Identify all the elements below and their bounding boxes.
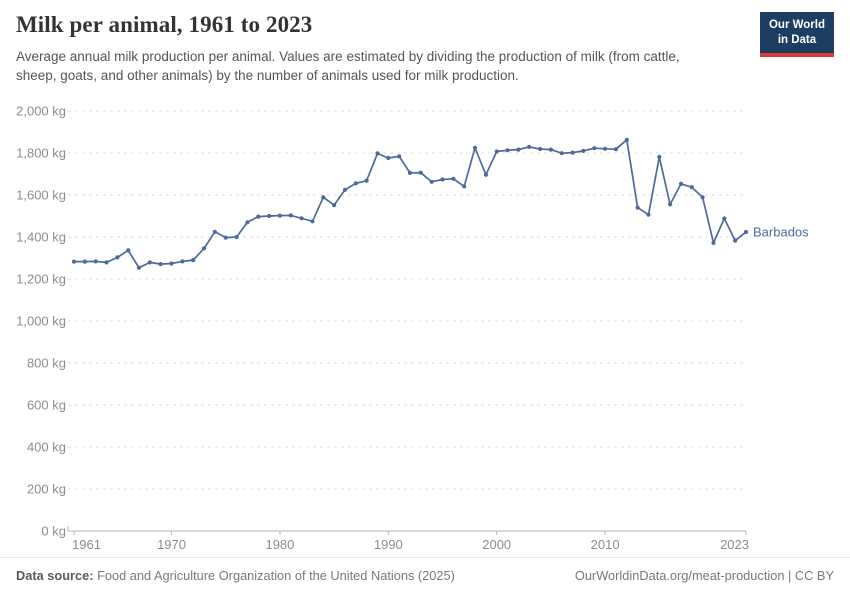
data-point[interactable]	[516, 147, 521, 152]
data-point[interactable]	[115, 255, 120, 260]
y-tick-label: 1,000 kg	[16, 314, 66, 329]
data-point[interactable]	[733, 238, 738, 243]
data-point[interactable]	[462, 184, 467, 189]
data-point[interactable]	[136, 265, 142, 270]
chart-footer: Data source: Food and Agriculture Organi…	[0, 557, 850, 583]
owid-logo[interactable]: Our World in Data	[759, 12, 834, 57]
data-point[interactable]	[277, 213, 282, 218]
x-tick-label: 1990	[374, 537, 403, 552]
data-point[interactable]	[310, 219, 315, 224]
data-point[interactable]	[581, 148, 586, 153]
data-point[interactable]	[613, 147, 619, 152]
y-tick-label: 1,800 kg	[16, 146, 66, 161]
footer-link[interactable]: OurWorldinData.org/meat-production | CC …	[574, 568, 834, 583]
data-point[interactable]	[722, 216, 727, 221]
datasource-text: Food and Agriculture Organization of the…	[93, 568, 455, 583]
data-point[interactable]	[440, 177, 445, 182]
x-tick-label: 2023	[720, 537, 749, 552]
series-end-label[interactable]: Barbados	[753, 224, 809, 239]
data-point[interactable]	[212, 229, 217, 234]
y-tick-label: 1,600 kg	[16, 188, 66, 203]
data-point[interactable]	[592, 146, 597, 151]
y-tick-label: 1,400 kg	[16, 230, 66, 245]
data-point[interactable]	[559, 151, 564, 156]
data-point[interactable]	[93, 259, 98, 264]
data-point[interactable]	[158, 262, 163, 267]
owid-logo-line1: Our World	[768, 19, 825, 31]
data-point[interactable]	[483, 172, 488, 177]
data-point[interactable]	[668, 202, 673, 207]
data-point[interactable]	[451, 176, 456, 181]
data-point[interactable]	[353, 181, 358, 186]
data-point[interactable]	[657, 154, 662, 160]
x-tick-label: 2010	[591, 537, 620, 552]
datasource-label: Data source:	[16, 568, 94, 583]
data-point[interactable]	[407, 170, 413, 175]
chart-header: Milk per animal, 1961 to 2023 Our World …	[16, 12, 834, 85]
data-point[interactable]	[494, 149, 499, 154]
y-tick-label: 0 kg	[41, 524, 66, 539]
data-point[interactable]	[202, 246, 207, 251]
data-point[interactable]	[505, 148, 510, 153]
data-point[interactable]	[743, 229, 749, 235]
data-point[interactable]	[472, 145, 478, 150]
data-point[interactable]	[364, 178, 369, 183]
data-point[interactable]	[147, 260, 152, 265]
data-point[interactable]	[418, 170, 423, 175]
data-point[interactable]	[429, 179, 434, 184]
data-point[interactable]	[646, 212, 651, 217]
data-point[interactable]	[548, 147, 554, 152]
y-tick-label: 600 kg	[27, 398, 66, 413]
data-point[interactable]	[603, 146, 608, 151]
data-point[interactable]	[223, 235, 228, 240]
data-point[interactable]	[82, 259, 87, 264]
data-point[interactable]	[375, 151, 380, 156]
chart-subtitle: Average annual milk production per anima…	[16, 49, 680, 83]
x-tick-label: 1970	[157, 537, 186, 552]
series-line-barbados[interactable]	[73, 138, 747, 269]
data-point[interactable]	[689, 185, 694, 190]
data-point[interactable]	[397, 154, 402, 159]
data-point[interactable]	[321, 195, 326, 200]
data-point[interactable]	[104, 260, 109, 265]
data-point[interactable]	[71, 259, 77, 264]
data-point[interactable]	[234, 234, 239, 240]
data-point[interactable]	[245, 220, 250, 225]
data-point[interactable]	[299, 216, 304, 221]
chart-title: Milk per animal, 1961 to 2023	[16, 12, 313, 37]
data-point[interactable]	[267, 213, 272, 219]
data-point[interactable]	[635, 205, 640, 210]
y-tick-label: 800 kg	[27, 356, 66, 371]
y-tick-label: 2,000 kg	[16, 104, 66, 119]
data-point[interactable]	[288, 213, 293, 218]
data-point[interactable]	[386, 155, 391, 161]
data-point[interactable]	[126, 248, 131, 253]
data-point[interactable]	[570, 150, 575, 155]
data-point[interactable]	[527, 144, 532, 149]
data-point[interactable]	[332, 203, 337, 208]
y-tick-label: 400 kg	[27, 440, 66, 455]
x-tick-label: 2000	[482, 537, 511, 552]
x-tick-label: 1961	[72, 537, 101, 552]
data-point[interactable]	[711, 240, 716, 245]
y-tick-label: 200 kg	[27, 482, 66, 497]
data-point[interactable]	[180, 259, 185, 264]
data-point[interactable]	[678, 181, 684, 186]
y-tick-label: 1,200 kg	[16, 272, 66, 287]
x-tick-label: 1980	[265, 537, 294, 552]
data-point[interactable]	[624, 137, 629, 142]
data-point[interactable]	[700, 195, 705, 200]
data-point[interactable]	[191, 258, 196, 263]
owid-logo-line2: in Data	[777, 33, 817, 46]
data-point[interactable]	[169, 261, 174, 266]
data-point[interactable]	[256, 214, 261, 219]
datasource: Data source: Food and Agriculture Organi…	[16, 568, 455, 583]
data-point[interactable]	[342, 187, 348, 192]
data-point[interactable]	[538, 146, 543, 152]
